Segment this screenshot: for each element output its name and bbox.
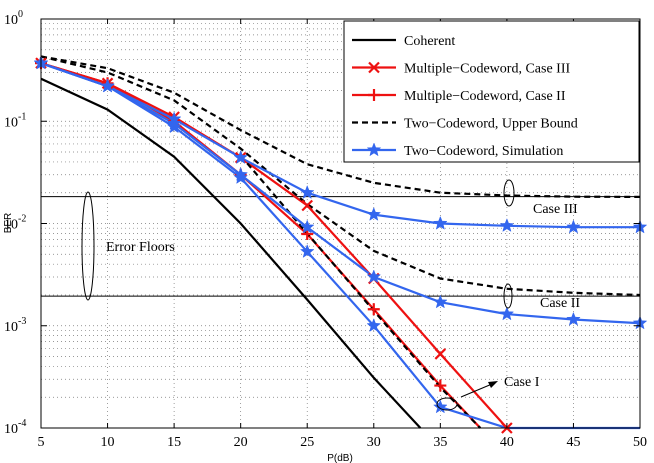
annotations: Error Floors Case III Case II Case I (81, 179, 580, 411)
legend-item: Multiple−Codeword, Case III (352, 62, 570, 77)
marker-x (434, 348, 447, 360)
x-tick-label: 50 (633, 435, 647, 450)
legend-label: Multiple−Codeword, Case II (404, 89, 566, 104)
marker-x (368, 61, 380, 74)
marker-plus (368, 89, 380, 101)
marker-star (433, 294, 448, 309)
legend-label: Coherent (404, 34, 455, 49)
x-tick-label: 30 (367, 435, 381, 450)
marker-star (566, 219, 581, 234)
case1-label: Case I (504, 375, 540, 390)
y-tick-label: 10-2 (4, 214, 26, 233)
marker-star (233, 149, 248, 164)
x-axis-label: P(dB) (327, 453, 353, 463)
series-line (40, 62, 640, 229)
legend-box (343, 20, 640, 163)
legend: Coherent Multiple−Codeword, Case III Multi… (343, 20, 640, 163)
x-tick-label: 40 (500, 435, 514, 450)
x-tick-label: 45 (566, 435, 580, 450)
marker-x (301, 199, 313, 212)
legend-item: Two−Codeword, Upper Bound (352, 117, 578, 132)
marker-star (299, 219, 315, 234)
marker-star (499, 306, 515, 321)
y-tick-label: 100 (4, 9, 23, 28)
marker-star (299, 184, 315, 199)
error-floors-label: Error Floors (106, 240, 175, 255)
marker-plus (434, 379, 447, 392)
marker-star (366, 269, 382, 284)
x-tick-label: 10 (101, 435, 115, 450)
series-line (40, 55, 641, 198)
legend-label: Two−Codeword, Simulation (404, 144, 563, 159)
marker-star (366, 318, 382, 332)
marker-star (299, 243, 315, 258)
series-line (40, 77, 422, 429)
x-tick-label: 20 (234, 435, 248, 450)
error-floors-ellipse (81, 191, 95, 301)
marker-star (566, 311, 581, 326)
x-tick-label: 35 (433, 435, 447, 450)
y-tick-label: 10-3 (4, 316, 26, 335)
series-line (40, 55, 641, 297)
case1-arrow-line (460, 383, 493, 398)
series-line (40, 62, 482, 429)
x-tick-labels: 5 10 15 20 25 30 35 40 45 50 (38, 435, 648, 450)
series-line (40, 62, 641, 325)
case3-ellipse (503, 179, 515, 207)
y-tick-label: 10-4 (4, 418, 26, 437)
legend-label: Multiple−Codeword, Case III (404, 62, 570, 77)
y-tick-labels: 100 10-1 10-2 10-3 10-4 (4, 9, 26, 437)
legend-item: Coherent (352, 34, 455, 49)
marker-star (166, 115, 182, 130)
legend-item: Multiple−Codeword, Case II (352, 89, 566, 104)
x-tick-label: 25 (300, 435, 314, 450)
marker-plus (367, 303, 380, 316)
x-tick-label: 15 (167, 435, 181, 450)
marker-star (366, 142, 382, 157)
case2-label: Case II (540, 296, 580, 311)
x-tick-label: 5 (38, 435, 45, 450)
case1-arrow-head (488, 381, 498, 388)
case1-ellipse (436, 397, 458, 411)
legend-items: Coherent Multiple−Codeword, Case III Multi… (352, 34, 578, 159)
marker-star (433, 215, 448, 230)
marker-star (100, 78, 115, 93)
case2-ellipse (503, 283, 513, 309)
y-tick-label: 10-1 (4, 111, 26, 130)
marker-star (499, 218, 515, 232)
marker-star (366, 207, 382, 221)
case3-label: Case III (533, 202, 578, 217)
y-axis-label: BER (3, 213, 14, 234)
marker-star (233, 166, 248, 181)
marker-star (433, 399, 448, 414)
legend-label: Two−Codeword, Upper Bound (404, 117, 578, 132)
legend-item: Two−Codeword, Simulation (352, 142, 563, 159)
